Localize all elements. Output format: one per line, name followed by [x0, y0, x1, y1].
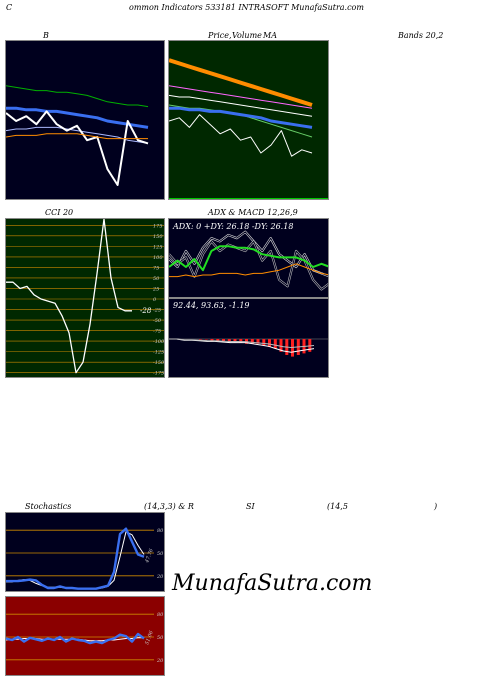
bollinger-upper-band-line — [6, 85, 149, 108]
adx-orange-line — [169, 263, 328, 278]
ma-orange-line — [169, 58, 313, 107]
bollinger-orange-line — [6, 133, 148, 140]
rsi-tick-label: 80 — [157, 612, 164, 618]
rsi-value-label: 51.06 — [144, 629, 155, 645]
cci-tick-label: -75 — [153, 329, 161, 335]
ma-white-line — [169, 94, 313, 117]
macd-bar — [262, 339, 266, 346]
cci-line — [6, 219, 132, 374]
ma-blue-line — [169, 106, 313, 129]
rsi-tick-label: 20 — [156, 658, 164, 664]
stochastics-value-label: 47.76 — [144, 547, 155, 564]
cci-tick-label: -25 — [153, 308, 161, 314]
cci-panel: 175 150 125 100 75 50 25 0 -25 -50 -75 -100 -125 -150… — [5, 218, 165, 378]
header-left: C — [6, 3, 13, 12]
cci-value-label: -28 — [140, 307, 152, 315]
si-label: SI — [246, 502, 255, 511]
cci-tick-label: -150 — [153, 360, 165, 366]
cci-tick-label: 0 — [153, 297, 157, 303]
cci-tick-label: -50 — [153, 318, 162, 324]
ma-pink-line — [169, 85, 313, 109]
rsi-chart: 80 50 20 51.06 — [6, 612, 164, 664]
stochastics-tick-label: 20 — [156, 574, 164, 580]
macd-bar — [233, 339, 237, 343]
adx-chart — [169, 230, 328, 291]
watermark: MunafaSutra.com — [172, 571, 373, 596]
cci-label: CCI 20 — [45, 208, 74, 217]
stochastics-tick-label: 80 — [157, 528, 164, 534]
cci-tick-label: 75 — [153, 265, 159, 271]
bollinger-middle-band-line — [6, 106, 149, 129]
rsi-tick-label: 50 — [157, 635, 164, 641]
ma-label: MA — [263, 31, 277, 40]
page-title: ommon Indicators 533181 INTRASOFT Munafa… — [129, 3, 364, 12]
price-line — [169, 114, 313, 157]
rsi-params-label: (14,5 — [327, 502, 348, 511]
macd-chart — [169, 338, 328, 357]
cci-tick-label: -175 — [153, 371, 164, 377]
volume-label: Volume — [232, 31, 262, 40]
price-ma-chart — [169, 58, 328, 199]
cci-tick-label: 125 — [153, 244, 163, 250]
macd-readout: 92.44, 93.63, -1.19 — [173, 301, 250, 310]
bands-label: Bands 20,2 — [398, 31, 444, 40]
cci-tick-label: 50 — [153, 276, 160, 282]
bollinger-label: B — [43, 31, 49, 40]
cci-tick-label: 175 — [153, 223, 163, 229]
macd-bar — [199, 339, 202, 340]
adx-macd-label: ADX & MACD 12,26,9 — [208, 208, 298, 217]
cci-tick-label: 25 — [152, 286, 159, 292]
rsi-panel: 80 50 20 51.06 — [5, 596, 165, 676]
cci-tick-label: 100 — [153, 255, 163, 261]
adx-readout: ADX: 0 +DY: 26.18 -DY: 26.18 — [173, 222, 294, 231]
adx-panel: ADX: 0 +DY: 26.18 -DY: 26.18 — [168, 218, 329, 298]
price-ma-panel — [168, 40, 329, 200]
price-label: Price, — [208, 31, 232, 40]
bollinger-panel — [5, 40, 165, 200]
macd-bar — [279, 339, 283, 352]
stochastics-tick-label: 50 — [157, 551, 164, 557]
cci-chart: 175 150 125 100 75 50 25 0 -25 -50 -75 -100 -125 -150… — [6, 219, 165, 377]
macd-bar — [250, 339, 254, 344]
macd-bar — [216, 339, 220, 341]
macd-bar — [227, 339, 231, 343]
stochastics-k-line — [6, 527, 145, 590]
macd-bar — [273, 339, 277, 349]
macd-panel: 92.44, 93.63, -1.19 — [168, 298, 329, 378]
stochastics-panel: 80 50 20 47.76 — [5, 512, 165, 592]
macd-bar — [222, 339, 225, 342]
adx-plus-dy-inner — [169, 231, 328, 277]
macd-bar — [239, 339, 243, 343]
stoch-params-label: (14,3,3) & R — [144, 502, 194, 511]
stochastics-chart: 80 50 20 47.76 — [6, 527, 164, 590]
bollinger-price-line — [6, 110, 149, 186]
bollinger-chart — [6, 85, 149, 186]
macd-bar — [256, 339, 260, 344]
cci-tick-label: -100 — [153, 339, 165, 345]
cci-tick-label: 150 — [153, 234, 163, 240]
macd-signal-line — [169, 338, 315, 348]
rsi-line — [6, 632, 145, 645]
macd-bar — [268, 339, 271, 347]
macd-bar — [210, 339, 214, 341]
cci-tick-label: -125 — [153, 350, 164, 356]
stochastics-label: Stochastics — [25, 502, 72, 511]
adx-line — [169, 245, 328, 272]
macd-bar — [204, 339, 208, 340]
close-paren-label: ) — [434, 502, 438, 511]
